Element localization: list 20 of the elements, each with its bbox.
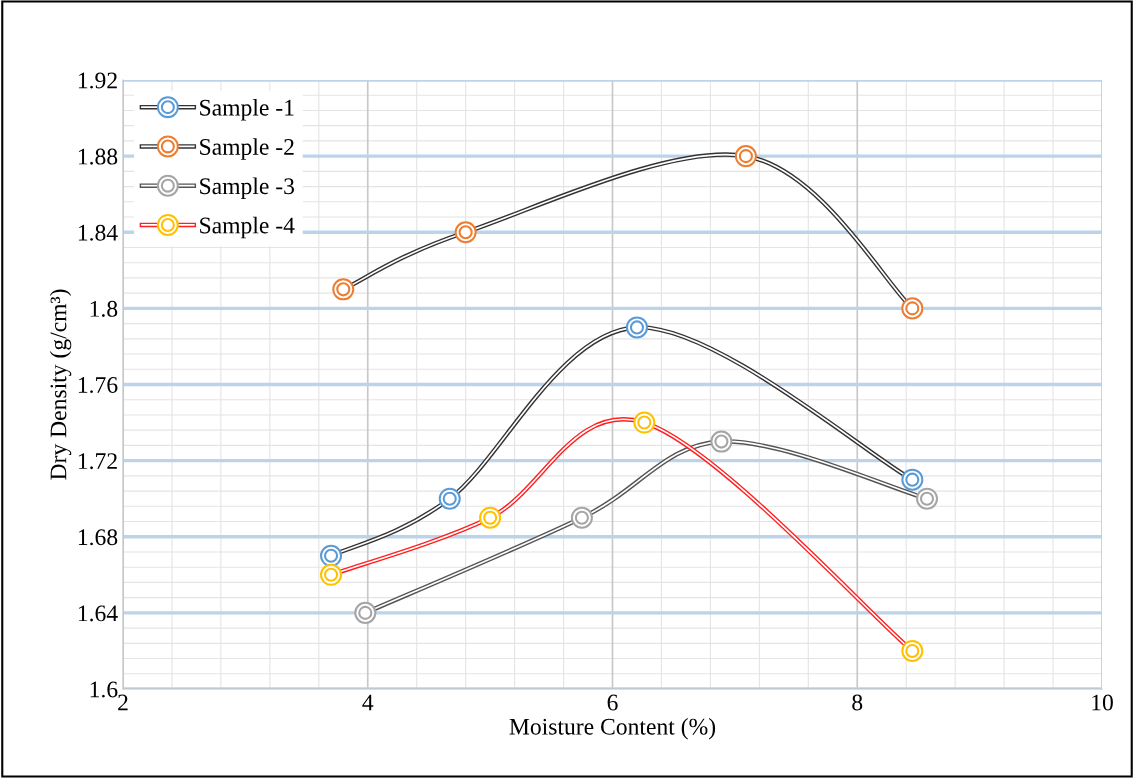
- legend-label: Sample -4: [200, 216, 295, 239]
- y-tick-label: 1.84: [78, 224, 118, 241]
- y-tick-label: 1.88: [78, 148, 118, 165]
- x-tick-label: 2: [118, 694, 128, 711]
- x-axis-title: Moisture Content (%): [509, 718, 716, 740]
- y-axis-title: Dry Density (g/cm³): [49, 289, 72, 480]
- x-tick-label: 4: [362, 694, 374, 711]
- x-tick-label: 10: [1092, 694, 1113, 711]
- y-tick-label: 1.72: [78, 453, 117, 470]
- y-tick-label: 1.76: [78, 377, 118, 394]
- y-tick-label: 1.64: [78, 605, 118, 622]
- x-tick-label: 8: [852, 694, 863, 711]
- y-tick-label: 1.92: [78, 72, 117, 89]
- legend-label: Sample -2: [200, 138, 294, 160]
- x-tick-label: 6: [607, 694, 618, 711]
- legend-label: Sample -3: [200, 177, 295, 199]
- y-tick-label: 1.6: [90, 681, 118, 698]
- y-tick-label: 1.8: [90, 300, 118, 317]
- y-tick-label: 1.68: [78, 529, 118, 546]
- legend-label: Sample -1: [200, 99, 294, 121]
